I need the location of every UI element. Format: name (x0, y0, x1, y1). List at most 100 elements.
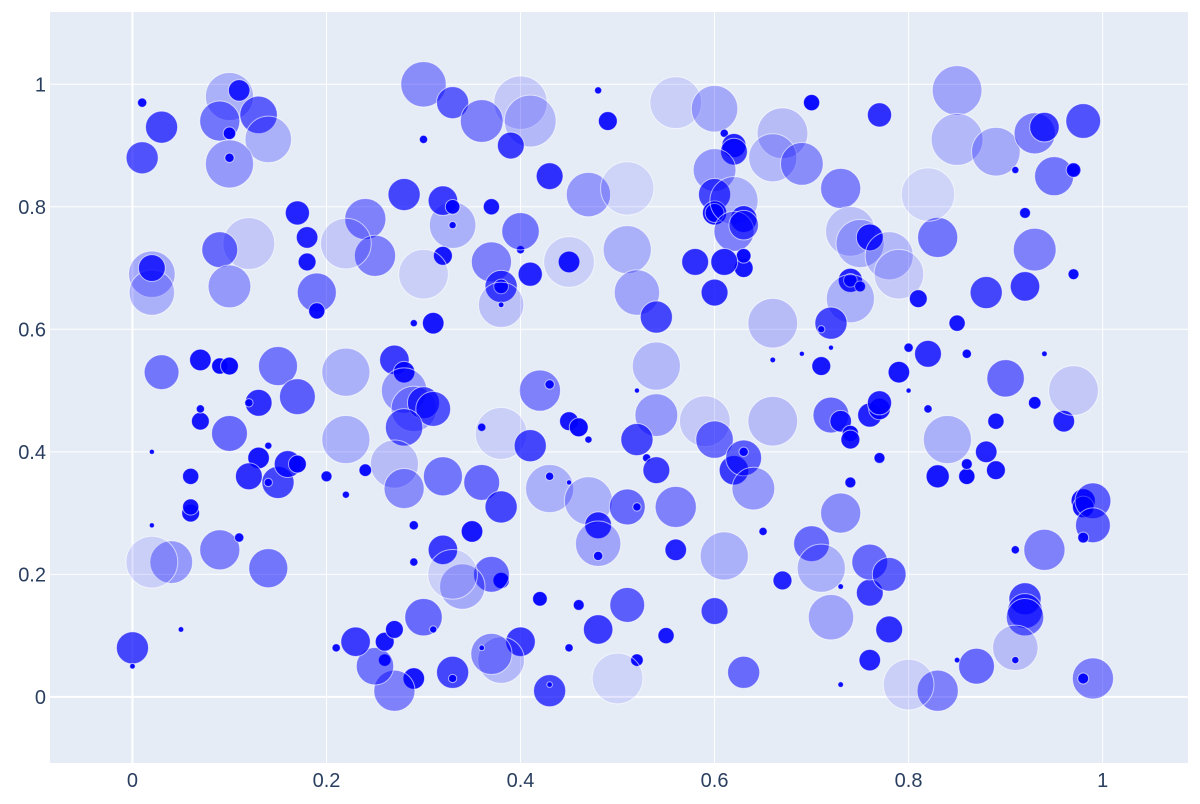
scatter-point (873, 451, 886, 464)
scatter-point (700, 278, 729, 307)
scatter-point (383, 468, 425, 510)
scatter-point (837, 583, 845, 590)
scatter-point (738, 446, 749, 457)
scatter-point (501, 212, 540, 251)
scatter-point (341, 490, 351, 499)
scatter-point (817, 325, 826, 334)
scatter-point (177, 626, 185, 633)
y-tick-label: 0.6 (18, 319, 46, 341)
y-tick-label: 0.8 (18, 197, 46, 219)
scatter-point (497, 301, 505, 309)
scatter-point (477, 636, 525, 684)
scatter-point (535, 162, 564, 191)
scatter-point (525, 464, 575, 514)
scatter-point (769, 356, 777, 364)
scatter-point (854, 280, 867, 293)
scatter-point (758, 526, 768, 537)
scatter-point (882, 658, 935, 711)
scatter-point (422, 456, 463, 497)
scatter-point (1048, 365, 1099, 416)
scatter-point (429, 625, 438, 634)
scatter-point (448, 221, 457, 230)
x-tick-label: 0.4 (507, 770, 535, 792)
scatter-point (1067, 268, 1080, 281)
scatter-point (344, 197, 387, 241)
scatter-point (974, 440, 998, 464)
scatter-point (287, 454, 307, 474)
scatter-point (654, 485, 697, 529)
scatter-point (546, 681, 553, 688)
scatter-point (992, 624, 1039, 672)
scatter-point (564, 643, 574, 653)
scatter-point (914, 339, 942, 368)
scatter-point (620, 422, 654, 457)
scatter-point (149, 540, 194, 584)
scatter-point (211, 415, 248, 452)
scatter-point (358, 463, 373, 477)
scatter-point (756, 107, 809, 160)
scatter-point (398, 248, 449, 300)
scatter-point (517, 261, 543, 287)
scatter-point (384, 408, 424, 447)
scatter-point (144, 110, 179, 144)
scatter-point (1077, 672, 1090, 685)
scatter-point (960, 458, 973, 471)
scatter-point (493, 75, 548, 130)
scatter-point (565, 479, 573, 486)
scatter-point (1023, 528, 1066, 571)
scatter-point (958, 647, 995, 685)
scatter-point (199, 529, 241, 571)
scatter-point (1065, 162, 1082, 178)
x-tick-label: 0.2 (313, 770, 341, 792)
scatter-point (719, 128, 729, 138)
scatter-point (1077, 531, 1090, 544)
scatter-point (597, 111, 618, 131)
scatter-point (143, 354, 180, 391)
scatter-point (234, 462, 263, 491)
scatter-point (532, 591, 548, 607)
scatter-point (608, 488, 646, 526)
scatter-point (321, 347, 371, 397)
scatter-point (136, 97, 148, 108)
scatter-point (1011, 165, 1020, 175)
scatter-point (320, 470, 333, 483)
scatter-point (484, 490, 518, 524)
scatter-point (496, 131, 525, 160)
scatter-point (137, 254, 166, 282)
scatter-point (820, 492, 862, 534)
scatter-point (257, 346, 299, 387)
scatter-point (1034, 156, 1075, 197)
scatter-point (908, 289, 928, 309)
scatter-point (695, 420, 734, 459)
scatter-point (513, 429, 547, 463)
scatter-point (961, 348, 972, 359)
scatter-point (439, 563, 486, 610)
scatter-point (518, 369, 562, 412)
scatter-point (129, 662, 136, 670)
scatter-point (710, 247, 739, 276)
scatter-point (220, 356, 239, 376)
scatter-point (444, 198, 461, 215)
scatter-point (887, 360, 911, 384)
scatter-point (125, 535, 179, 589)
scatter-point (600, 161, 655, 216)
scatter-point (837, 681, 845, 688)
scatter-point (748, 133, 798, 183)
scatter-point (796, 543, 846, 593)
scatter-point (463, 464, 501, 501)
scatter-point (747, 297, 799, 349)
scatter-point (720, 137, 748, 166)
scatter-point (392, 360, 416, 384)
scatter-point (923, 404, 933, 414)
x-tick-label: 0.6 (701, 770, 729, 792)
scatter-point (295, 226, 319, 249)
scatter-point (544, 471, 555, 481)
scatter-point (565, 171, 612, 218)
scatter-point (239, 95, 278, 135)
scatter-point (871, 556, 907, 592)
scatter-point (602, 225, 652, 275)
scatter-point (814, 306, 848, 340)
scatter-point (594, 86, 603, 95)
scatter-point (308, 302, 326, 320)
